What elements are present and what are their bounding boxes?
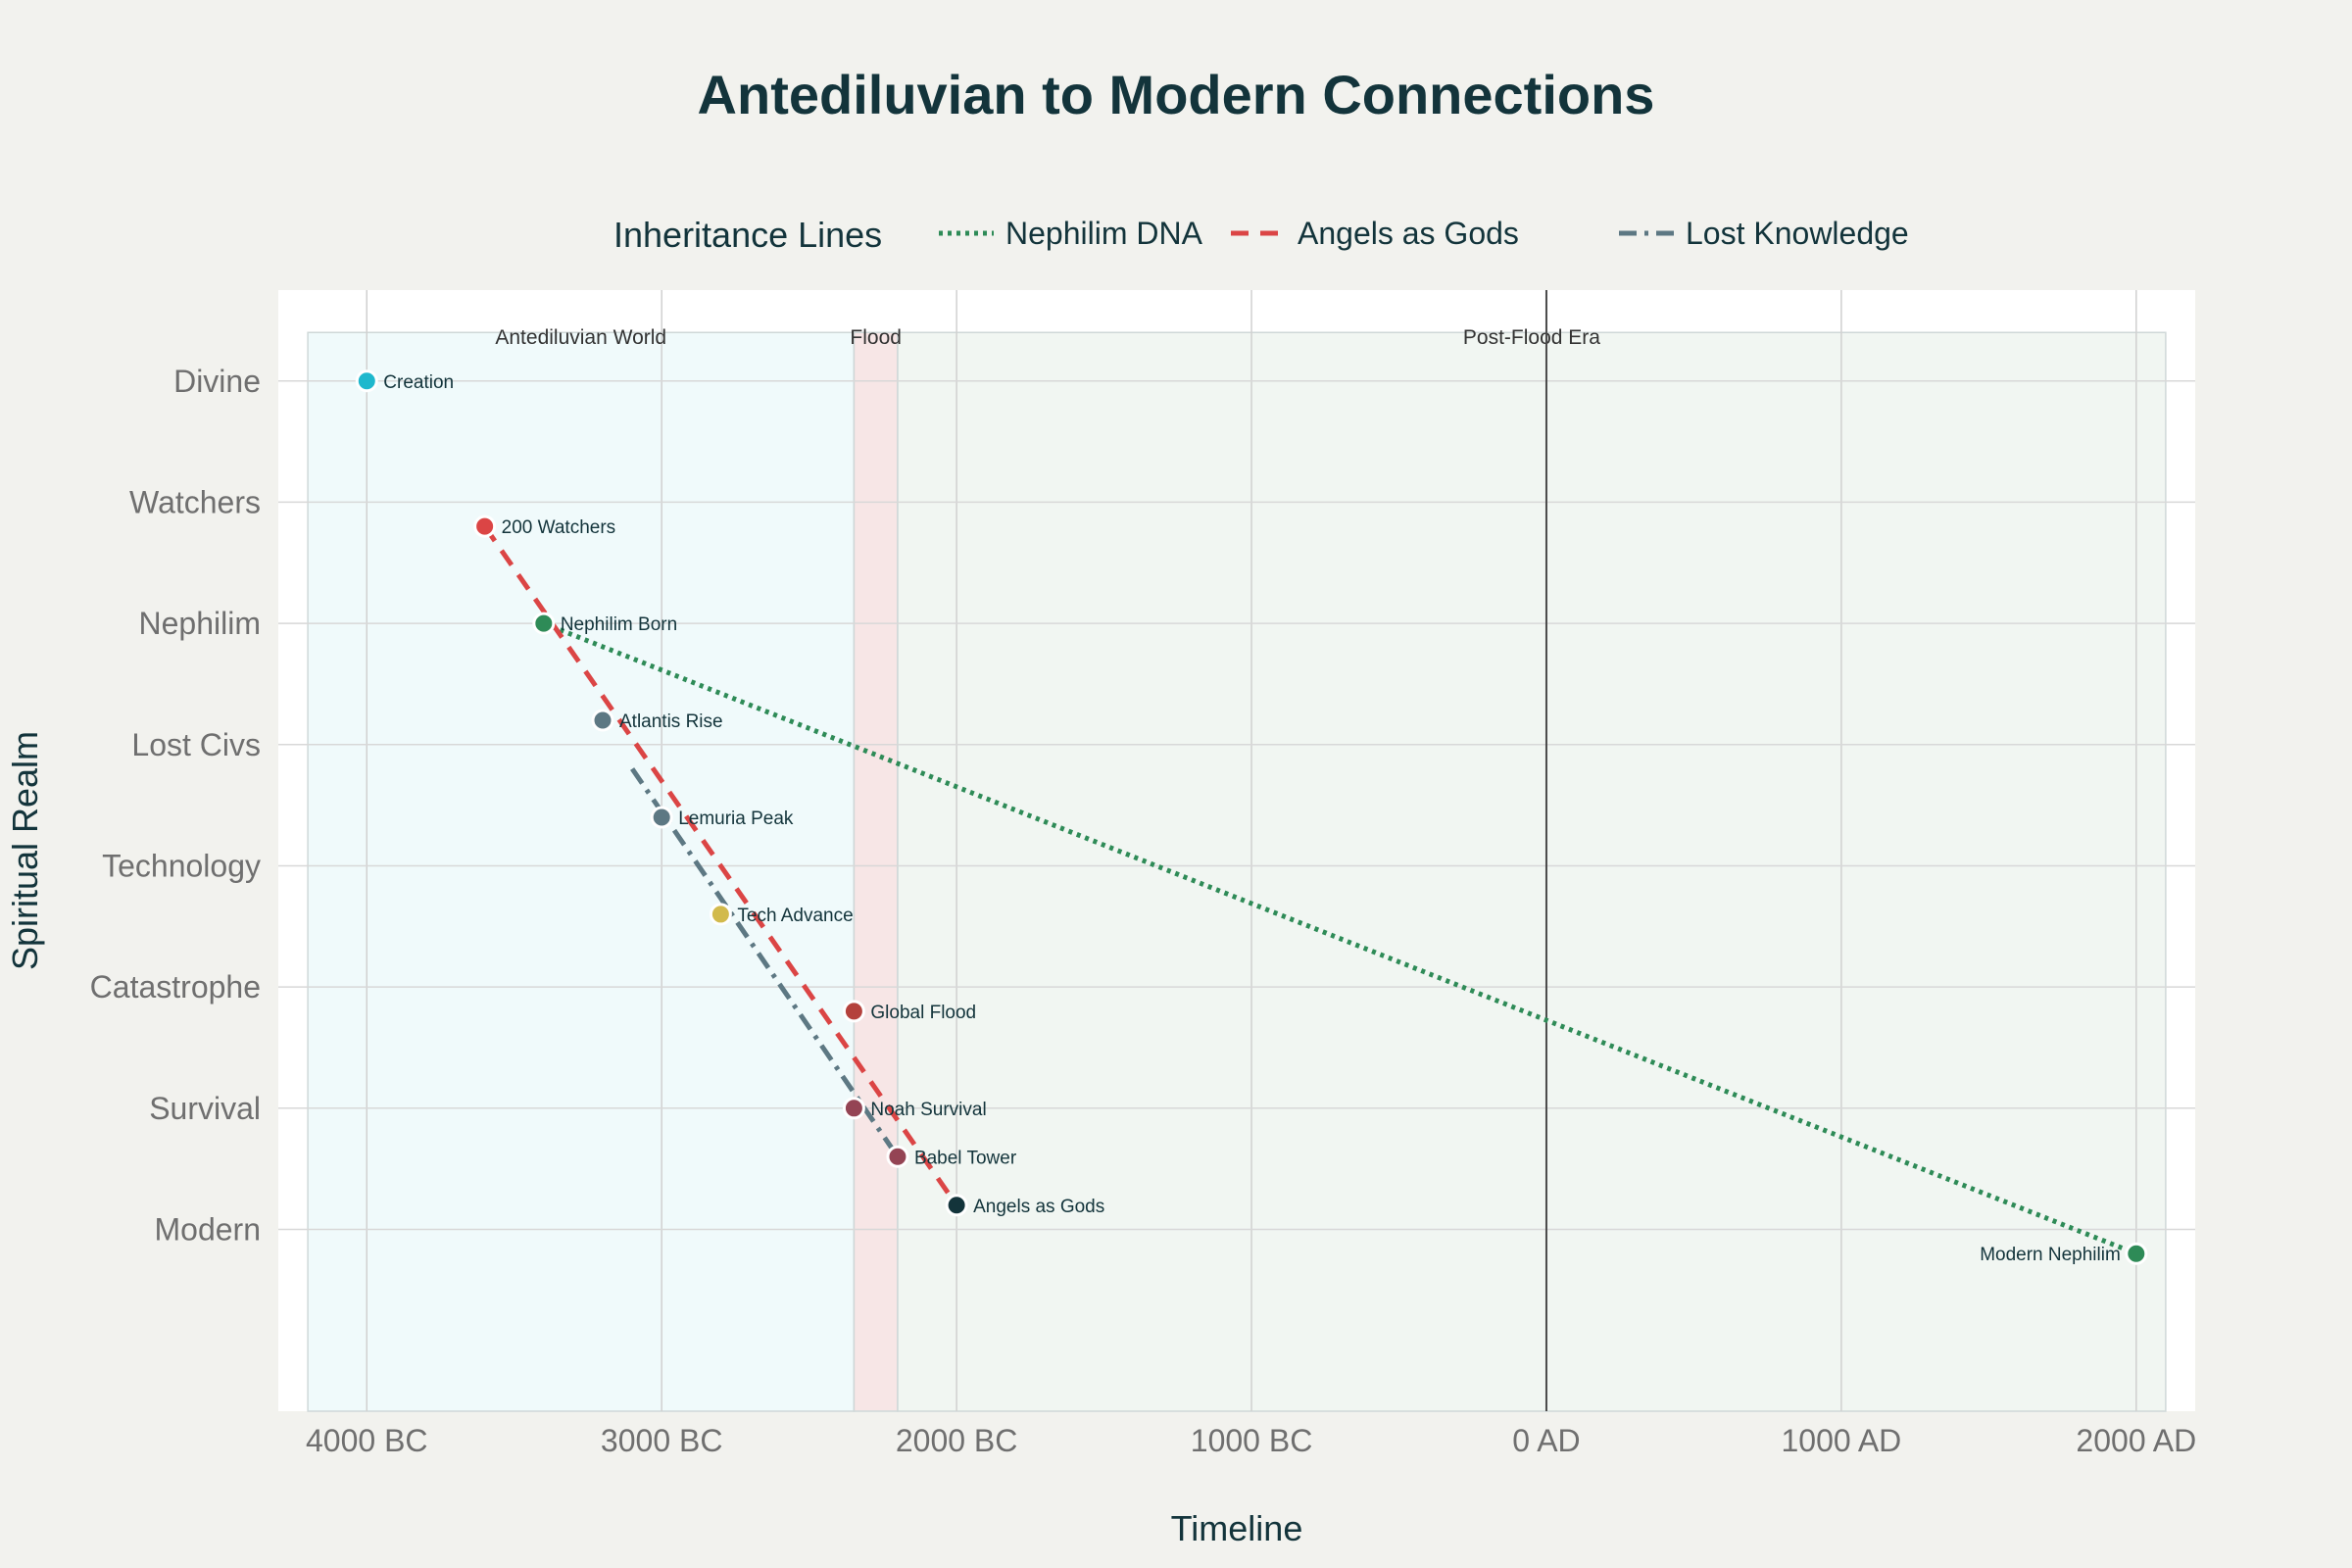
point-label-atlantis-rise: Atlantis Rise [619,711,723,732]
x-tick-label: 2000 BC [896,1423,1018,1458]
point-label-nephilim-born: Nephilim Born [561,614,677,635]
point-atlantis-rise [591,709,614,732]
y-tick-label-divine: Divine [173,364,261,399]
point-babel-tower [886,1145,909,1168]
point-label-modern-nephilim: Modern Nephilim [1980,1245,2121,1265]
legend-label-nephilim-dna: Nephilim DNA [1005,216,1203,251]
x-tick-label: 2000 AD [2076,1423,2196,1458]
point-label-babel-tower: Babel Tower [914,1148,1017,1168]
chart-title: Antediluvian to Modern Connections [698,64,1655,125]
point-label-angels-as-gods: Angels as Gods [973,1197,1104,1217]
region-label-antediluvian-world: Antediluvian World [495,326,666,349]
plot-area: Antediluvian World Flood Post-Flood Era Cre… [90,290,2196,1458]
x-tick-label: 4000 BC [306,1423,428,1458]
point-label-lemuria-peak: Lemuria Peak [678,808,794,829]
point-noah-survival [842,1097,865,1120]
y-tick-label-technology: Technology [102,848,261,883]
x-tick-label: 1000 AD [1782,1423,1902,1458]
point-creation [355,369,378,393]
point-label-200-watchers: 200 Watchers [502,517,616,538]
point-200-watchers [473,514,497,538]
point-label-tech-advance: Tech Advance [737,906,853,926]
y-tick-label-catastrophe: Catastrophe [90,969,261,1004]
y-tick-label-modern: Modern [155,1211,262,1247]
point-nephilim-born [532,612,556,635]
y-tick-label-survival: Survival [149,1091,261,1126]
series-line-lost-knowledge [630,767,901,1158]
legend: Inheritance Lines Nephilim DNA Angels as … [613,215,1909,255]
x-tick-label: 0 AD [1512,1423,1580,1458]
point-label-global-flood: Global Flood [870,1003,976,1023]
region-antediluvian-world [307,331,856,1412]
y-tick-label-lost-civs: Lost Civs [131,727,261,762]
point-label-noah-survival: Noah Survival [870,1100,986,1120]
series-line-angels-as-gods [482,524,959,1207]
region-flood [853,331,899,1412]
point-modern-nephilim [2125,1242,2148,1265]
point-global-flood [842,1000,865,1023]
region-post-flood-era [897,331,2167,1412]
legend-label-angels-as-gods: Angels as Gods [1298,216,1519,251]
x-axis-title: Timeline [1171,1508,1303,1548]
legend-label-lost-knowledge: Lost Knowledge [1686,216,1909,251]
point-label-creation: Creation [383,372,454,393]
y-tick-label-nephilim: Nephilim [139,606,261,641]
x-tick-label: 3000 BC [601,1423,723,1458]
region-label-post-flood-era: Post-Flood Era [1463,326,1600,349]
point-angels-as-gods [945,1194,968,1217]
y-tick-label-watchers: Watchers [129,484,261,519]
point-lemuria-peak [650,806,673,829]
y-axis-title: Spiritual Realm [5,731,45,970]
point-tech-advance [709,903,732,926]
region-label-flood: Flood [850,326,902,349]
legend-title: Inheritance Lines [613,215,882,255]
series-line-nephilim-dna [542,620,2137,1256]
x-tick-label: 1000 BC [1191,1423,1313,1458]
